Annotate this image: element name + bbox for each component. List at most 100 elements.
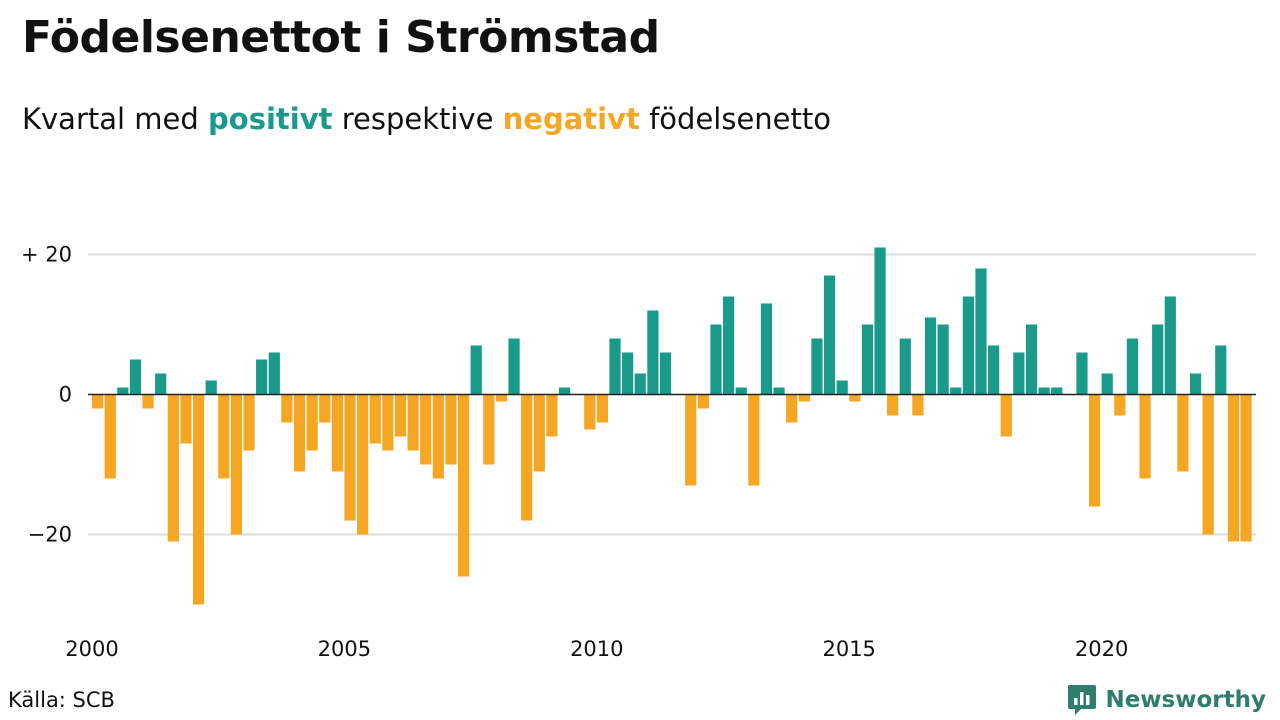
bar-positive bbox=[117, 387, 129, 395]
bar-negative bbox=[192, 394, 205, 605]
bar-negative bbox=[407, 394, 419, 451]
bar-positive bbox=[155, 373, 167, 395]
bar-positive bbox=[861, 324, 874, 395]
bar-positive bbox=[811, 338, 823, 395]
bar-negative bbox=[230, 394, 243, 535]
x-tick-label: 2020 bbox=[1075, 637, 1128, 661]
bar-positive bbox=[1164, 296, 1176, 395]
grid-layer bbox=[88, 253, 1256, 536]
bar-positive bbox=[1025, 324, 1038, 395]
bar-positive bbox=[710, 324, 722, 395]
bar-negative bbox=[420, 394, 432, 465]
bar-negative bbox=[1227, 394, 1239, 542]
bar-negative bbox=[180, 394, 192, 444]
bar-negative bbox=[142, 394, 154, 409]
x-tick-label: 2015 bbox=[822, 637, 875, 661]
brand-name: Newsworthy bbox=[1105, 687, 1266, 713]
subtitle-middle: respektive bbox=[332, 102, 503, 136]
bar-positive bbox=[129, 359, 142, 395]
bar-positive bbox=[937, 324, 949, 395]
chart-title: Födelsenettot i Strömstad bbox=[22, 12, 660, 63]
bar-positive bbox=[1189, 373, 1202, 395]
bar-positive bbox=[823, 275, 836, 395]
y-tick-label: −20 bbox=[28, 523, 72, 547]
bar-positive bbox=[899, 338, 911, 395]
bar-positive bbox=[508, 338, 520, 395]
bar-positive bbox=[975, 268, 987, 395]
bar-positive bbox=[1101, 373, 1113, 395]
bar-negative bbox=[218, 394, 230, 479]
bar-negative bbox=[483, 394, 495, 465]
bar-negative bbox=[748, 394, 760, 486]
y-tick-label: 0 bbox=[59, 383, 72, 407]
bar-positive bbox=[256, 359, 268, 395]
bar-positive bbox=[836, 380, 848, 395]
bar-negative bbox=[495, 394, 508, 402]
bar-negative bbox=[306, 394, 318, 451]
bar-negative bbox=[798, 394, 810, 402]
bar-negative bbox=[1114, 394, 1126, 416]
subtitle-positive-word: positivt bbox=[208, 102, 333, 136]
bar-negative bbox=[1240, 394, 1252, 542]
source-note: Källa: SCB bbox=[8, 688, 115, 712]
bar-negative bbox=[344, 394, 356, 521]
bar-negative bbox=[521, 394, 533, 521]
bar-negative bbox=[1139, 394, 1151, 479]
bar-positive bbox=[723, 296, 735, 395]
bar-positive bbox=[609, 338, 621, 395]
x-tick-label: 2005 bbox=[318, 637, 371, 661]
y-tick-label: + 20 bbox=[21, 243, 72, 267]
bar-negative bbox=[1202, 394, 1214, 535]
bar-positive bbox=[874, 247, 886, 395]
bar-negative bbox=[331, 394, 343, 472]
bar-layer bbox=[92, 247, 1252, 605]
bar-positive bbox=[1051, 387, 1063, 395]
bar-negative bbox=[104, 394, 116, 479]
bar-negative bbox=[849, 394, 861, 402]
bar-negative bbox=[887, 394, 899, 416]
bar-positive bbox=[1152, 324, 1164, 395]
bar-negative bbox=[596, 394, 608, 423]
bar-positive bbox=[659, 352, 672, 395]
bar-negative bbox=[369, 394, 381, 444]
bar-negative bbox=[912, 394, 924, 416]
bar-positive bbox=[1076, 352, 1088, 395]
bar-positive bbox=[1038, 387, 1050, 395]
axis-layer: + 20 0 −20 2000 2005 2010 2015 2020 bbox=[21, 243, 1256, 661]
bar-positive bbox=[558, 387, 571, 395]
subtitle-suffix: födelsenetto bbox=[639, 102, 831, 136]
bar-negative bbox=[445, 394, 457, 465]
bar-positive bbox=[647, 310, 659, 395]
bar-positive bbox=[988, 345, 1000, 395]
bar-negative bbox=[533, 394, 545, 472]
x-tick-label: 2010 bbox=[570, 637, 623, 661]
bar-positive bbox=[962, 296, 974, 395]
bar-positive bbox=[622, 352, 634, 395]
bar-negative bbox=[243, 394, 255, 451]
bar-negative bbox=[546, 394, 558, 437]
bar-negative bbox=[432, 394, 444, 479]
bar-negative bbox=[1088, 394, 1101, 507]
bar-negative bbox=[92, 394, 104, 409]
bar-positive bbox=[470, 345, 482, 395]
bar-positive bbox=[924, 317, 937, 395]
chart-subtitle: Kvartal med positivt respektive negativt… bbox=[22, 102, 831, 136]
brand-logo: Newsworthy bbox=[1067, 683, 1266, 717]
bar-negative bbox=[357, 394, 369, 535]
bar-negative bbox=[394, 394, 407, 437]
bar-negative bbox=[457, 394, 470, 577]
bar-chart-speech-bubble-icon bbox=[1068, 685, 1097, 715]
subtitle-negative-word: negativt bbox=[502, 102, 640, 136]
bar-positive bbox=[205, 380, 217, 395]
bar-negative bbox=[167, 394, 179, 542]
bar-negative bbox=[697, 394, 709, 409]
bar-positive bbox=[634, 373, 646, 395]
bar-positive bbox=[268, 352, 280, 395]
bar-positive bbox=[1126, 338, 1139, 395]
bar-positive bbox=[950, 387, 962, 395]
bar-negative bbox=[382, 394, 394, 451]
bar-positive bbox=[1013, 352, 1025, 395]
bar-negative bbox=[1000, 394, 1012, 437]
bar-negative bbox=[319, 394, 331, 423]
